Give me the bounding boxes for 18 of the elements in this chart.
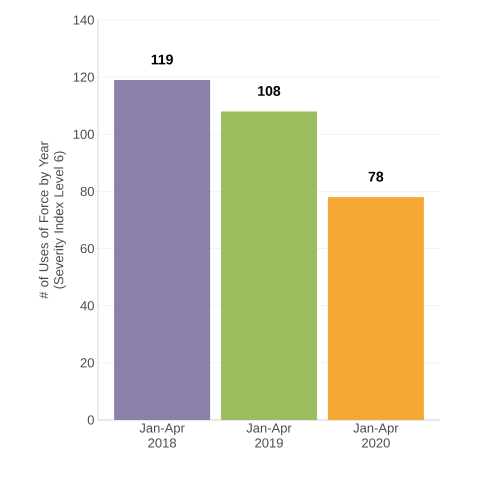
y-tick-label: 140 [74,15,94,25]
y-tick-label: 40 [80,301,94,310]
bar [328,197,424,420]
data-label: 119 [152,54,173,64]
x-tick-label: Jan-Apr 2020 [353,424,398,448]
bar [221,111,317,420]
x-tick-label: Jan-Apr 2019 [246,424,292,448]
bar [114,80,210,420]
y-tick-label: 60 [80,244,94,254]
y-tick-label: 0 [88,415,94,425]
y-tick-label: 120 [74,72,94,82]
x-tick-label: Jan-Apr 2018 [140,424,185,448]
data-label: 78 [368,172,384,182]
y-axis-title: # of Uses of Force by Year (Severity Index Level 6) [38,141,66,299]
y-tick-label: 20 [80,358,94,368]
y-tick-label: 100 [74,130,94,139]
y-tick-label: 80 [80,186,94,196]
data-label: 108 [258,86,280,96]
